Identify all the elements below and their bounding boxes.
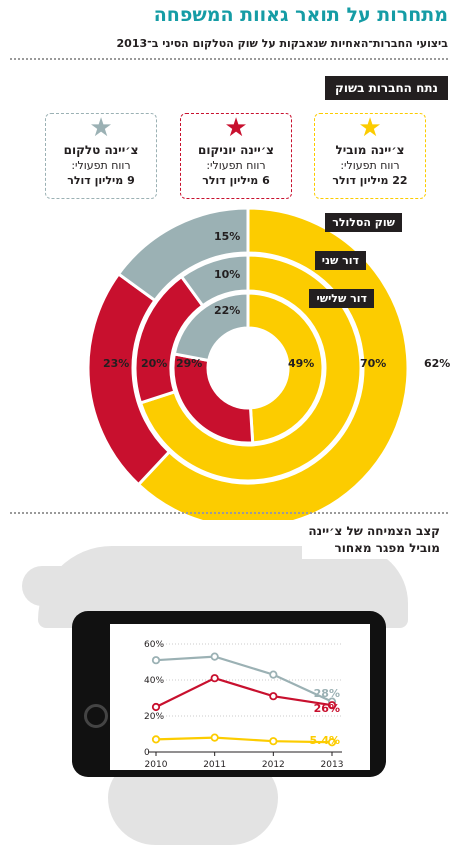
x-tick-label: 2011 (203, 760, 226, 770)
donut-slice (136, 206, 410, 520)
profit-value: 22 מיליון דולר (332, 174, 408, 187)
donut-slice (171, 352, 255, 445)
pct-label: 23% (103, 357, 130, 370)
data-point (151, 735, 161, 744)
y-tick-label: 0 (144, 748, 150, 758)
x-tick-label: 2010 (145, 760, 168, 770)
pct-label: 20% (141, 357, 168, 370)
star-icon: ★ (358, 113, 382, 143)
section-title-growth: קצב הצמיחה של צ׳יינה מוביל מפגר מאחור (302, 521, 446, 559)
donut-slice (138, 253, 363, 483)
y-tick-label: 60% (144, 640, 164, 650)
divider (10, 512, 448, 514)
y-tick-label: 20% (144, 712, 164, 722)
series-end-label: 26% (314, 702, 340, 715)
pct-label: 10% (214, 268, 241, 281)
donut-slice (246, 291, 325, 445)
company-card-china-unicom: ★ צ׳יינה יוניקום רווח תפעולי: 6 מיליון ד… (180, 113, 292, 199)
company-name: צ׳יינה יוניקום (197, 143, 275, 157)
donut-slice (116, 206, 250, 303)
divider (10, 58, 448, 60)
profit-label: רווח תפעולי: (340, 159, 400, 172)
donut-slice (172, 291, 250, 363)
pct-label: 70% (360, 357, 387, 370)
series-end-label: 28% (314, 687, 340, 700)
phone-button-icon (84, 704, 108, 728)
profit-label: רווח תפעולי: (71, 159, 131, 172)
company-name: צ׳יינה טלקום (63, 143, 139, 157)
phone-screen (110, 624, 370, 770)
series-end-label: 5.4% (309, 734, 340, 747)
pct-label: 22% (214, 304, 241, 317)
x-tick-label: 2012 (262, 760, 285, 770)
page-subtitle: ביצועי החברות־האחיות שנאבקות על שוק הטלק… (116, 37, 448, 50)
data-point (269, 737, 278, 746)
profit-value: 9 מיליון דולר (67, 174, 135, 187)
data-point (269, 670, 278, 679)
donut-slice (179, 253, 250, 308)
y-tick-label: 40% (144, 676, 164, 686)
ring-label-mobile-market: שוק הסלולר (325, 213, 402, 232)
series-line (155, 677, 333, 708)
pct-label: 15% (214, 230, 241, 243)
series-line (155, 736, 333, 744)
x-tick-label: 2013 (321, 760, 344, 770)
pct-label: 29% (176, 357, 203, 370)
profit-value: 6 מיליון דולר (202, 174, 270, 187)
pct-label: 62% (424, 357, 451, 370)
data-point (210, 674, 219, 683)
star-icon: ★ (89, 113, 113, 143)
profit-label: רווח תפעולי: (206, 159, 266, 172)
page-title: מתחרות על תואר גאוות המשפחה (153, 4, 448, 26)
data-point (327, 738, 337, 747)
data-point (327, 701, 337, 710)
thumb-illustration (22, 566, 92, 606)
section-title-growth-line1: קצב הצמיחה של צ׳יינה (308, 524, 440, 538)
ring-label-3g: דור שלישי (309, 289, 374, 308)
data-point (151, 702, 161, 712)
star-icon: ★ (224, 113, 248, 143)
data-point (210, 733, 219, 742)
company-card-china-mobile: ★ צ׳יינה מוביל רווח תפעולי: 22 מיליון דו… (314, 113, 426, 199)
company-card-china-telecom: ★ צ׳יינה טלקום רווח תפעולי: 9 מיליון דול… (45, 113, 157, 199)
data-point (210, 652, 219, 661)
section-title-growth-line2: מוביל מפגר מאחור (334, 541, 440, 555)
ring-label-2g: דור שני (314, 251, 366, 270)
company-name: צ׳יינה מוביל (335, 143, 405, 157)
section-title-market-share: נתח החברות בשוק (325, 76, 448, 100)
pct-label: 49% (288, 357, 315, 370)
growth-line-chart: 0 20% 40% 60% 2010 2011 2012 2013 28% 26% 5.4% (144, 640, 344, 770)
series-line (155, 655, 333, 703)
data-point (151, 656, 161, 665)
data-point (269, 692, 278, 701)
market-share-donut-chart (86, 206, 410, 520)
